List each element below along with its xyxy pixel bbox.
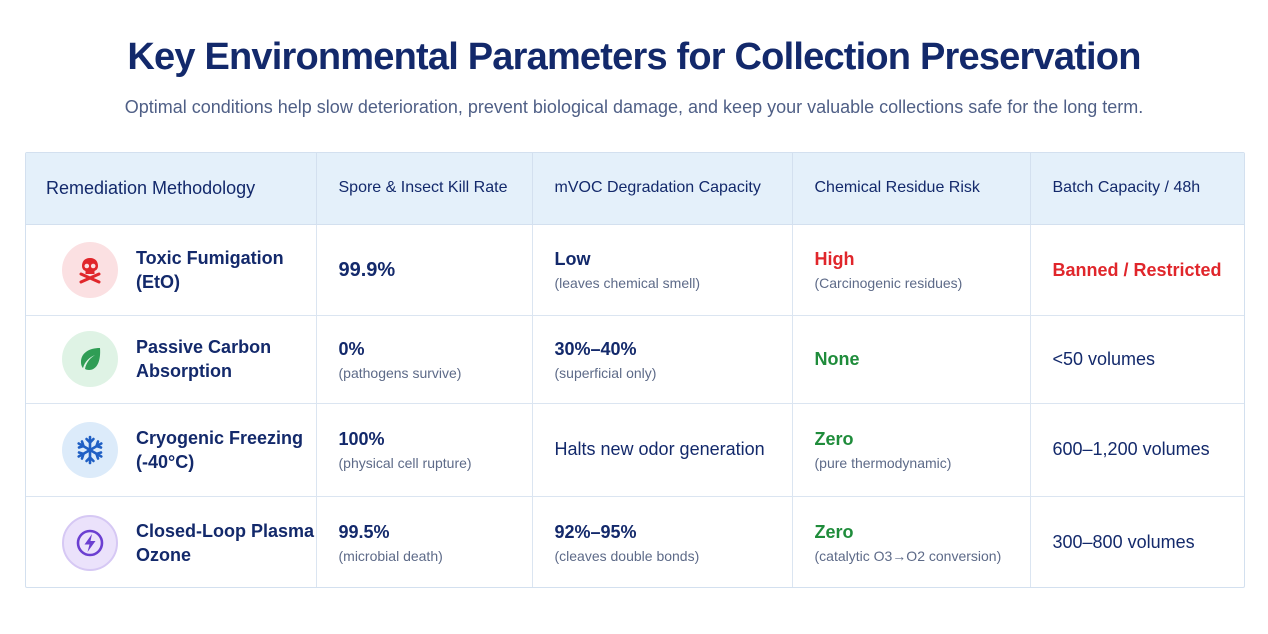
column-header-mvoc: mVOC Degradation Capacity <box>532 153 793 225</box>
page-subtitle: Optimal conditions help slow deteriorati… <box>124 97 1144 117</box>
method-name: Toxic Fumigation (EtO) <box>136 247 284 292</box>
batch-value: <50 volumes <box>1052 348 1156 369</box>
mvoc-note: (superficial only) <box>554 364 657 381</box>
batch-value: 300–800 volumes <box>1052 532 1195 553</box>
kill-rate-note: (microbial death) <box>338 548 443 565</box>
residue-value: Zero <box>814 429 854 449</box>
mvoc-note: (cleaves double bonds) <box>554 548 700 565</box>
method-name: Cryogenic Freezing (-40°C) <box>136 427 304 472</box>
column-header-batch: Batch Capacity / 48h <box>1030 153 1244 225</box>
mvoc-value: 30%–40% <box>554 338 637 359</box>
table-row: Closed-Loop Plasma Ozone 99.5% (microbia… <box>26 496 1244 587</box>
mvoc-note: (leaves chemical smell) <box>554 275 700 291</box>
residue-note: (pure thermodynamic) <box>814 455 952 471</box>
mvoc-value: 92%–95% <box>554 522 637 543</box>
mvoc-value: Halts new odor generation <box>554 439 765 459</box>
kill-rate-note: (physical cell rupture) <box>338 455 472 471</box>
method-cell: Passive Carbon Absorption <box>48 331 316 387</box>
table-row: Cryogenic Freezing (-40°C) 100% (physica… <box>26 403 1244 497</box>
method-cell: Closed-Loop Plasma Ozone <box>48 514 316 571</box>
skull-crossbones-icon <box>62 241 118 298</box>
leaf-icon <box>62 331 118 387</box>
column-header-methodology: Remediation Methodology <box>26 153 317 225</box>
kill-rate-note: (pathogens survive) <box>338 364 462 381</box>
mvoc-value: Low <box>554 249 591 269</box>
batch-value: Banned / Restricted <box>1052 259 1222 280</box>
kill-rate-value: 99.5% <box>338 522 390 543</box>
column-header-kill-rate: Spore & Insect Kill Rate <box>316 153 533 225</box>
method-name: Closed-Loop Plasma Ozone <box>136 520 315 565</box>
batch-value: 600–1,200 volumes <box>1052 439 1210 459</box>
method-cell: Toxic Fumigation (EtO) <box>48 241 316 298</box>
comparison-table: Remediation Methodology Spore & Insect K… <box>25 152 1245 588</box>
residue-value: None <box>814 349 860 369</box>
residue-value: Zero <box>814 522 854 543</box>
residue-value: High <box>814 249 855 269</box>
table-row: Toxic Fumigation (EtO) 99.9% Low (leaves… <box>26 224 1244 316</box>
table-header-row: Remediation Methodology Spore & Insect K… <box>26 153 1244 225</box>
column-header-residue: Chemical Residue Risk <box>792 153 1031 225</box>
page-title: Key Environmental Parameters for Collect… <box>127 36 1141 78</box>
table-row: Passive Carbon Absorption 0% (pathogens … <box>26 315 1244 404</box>
method-name: Passive Carbon Absorption <box>136 337 272 381</box>
residue-note: (Carcinogenic residues) <box>814 275 963 291</box>
kill-rate-value: 0% <box>338 338 365 359</box>
snowflake-icon <box>62 421 118 478</box>
kill-rate-value: 99.9% <box>338 258 396 281</box>
method-cell: Cryogenic Freezing (-40°C) <box>48 421 316 478</box>
kill-rate-value: 100% <box>338 429 385 449</box>
residue-note: (catalytic O3→O2 conversion) <box>814 548 1002 565</box>
lightning-bolt-icon <box>62 514 118 571</box>
